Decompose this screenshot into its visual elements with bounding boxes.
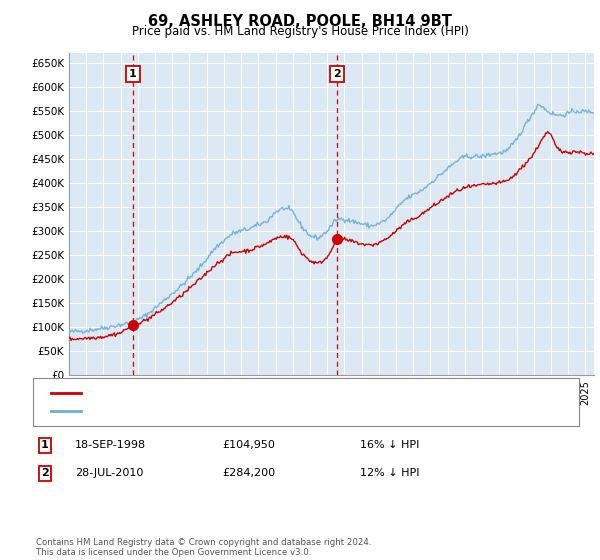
Text: 28-JUL-2010: 28-JUL-2010	[75, 468, 143, 478]
Text: Price paid vs. HM Land Registry's House Price Index (HPI): Price paid vs. HM Land Registry's House …	[131, 25, 469, 38]
Text: £104,950: £104,950	[222, 440, 275, 450]
Text: 12% ↓ HPI: 12% ↓ HPI	[360, 468, 419, 478]
Text: 69, ASHLEY ROAD, POOLE, BH14 9BT (detached house): 69, ASHLEY ROAD, POOLE, BH14 9BT (detach…	[87, 388, 375, 398]
Text: 2: 2	[333, 69, 341, 79]
Text: £284,200: £284,200	[222, 468, 275, 478]
Text: 1: 1	[129, 69, 137, 79]
Text: 16% ↓ HPI: 16% ↓ HPI	[360, 440, 419, 450]
Text: 69, ASHLEY ROAD, POOLE, BH14 9BT: 69, ASHLEY ROAD, POOLE, BH14 9BT	[148, 14, 452, 29]
Text: HPI: Average price, detached house, Bournemouth Christchurch and Poole: HPI: Average price, detached house, Bour…	[87, 406, 475, 416]
Text: 1: 1	[41, 440, 49, 450]
Text: Contains HM Land Registry data © Crown copyright and database right 2024.
This d: Contains HM Land Registry data © Crown c…	[36, 538, 371, 557]
Text: 2: 2	[41, 468, 49, 478]
Text: 18-SEP-1998: 18-SEP-1998	[75, 440, 146, 450]
